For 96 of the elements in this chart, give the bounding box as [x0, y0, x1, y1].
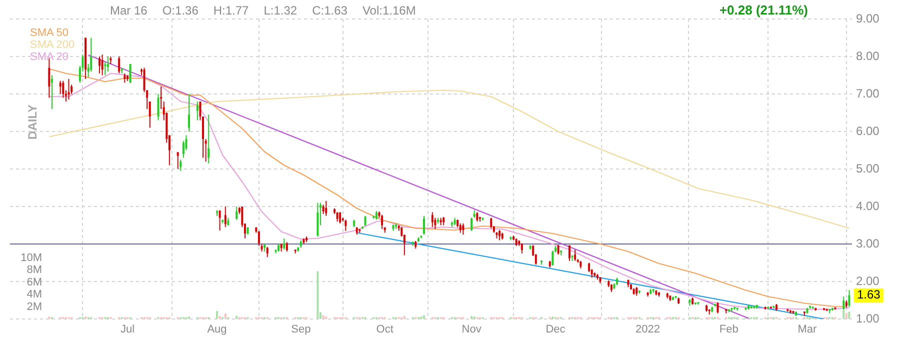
candlestick	[208, 114, 210, 164]
candlestick	[574, 249, 576, 262]
x-tick-label: Jul	[120, 324, 135, 336]
candlestick	[381, 214, 384, 230]
candlestick	[236, 206, 238, 220]
bar	[216, 311, 218, 319]
x-tick-label: Sep	[291, 324, 311, 336]
candlestick	[68, 78, 70, 100]
candlestick	[322, 204, 324, 214]
candlestick	[188, 94, 190, 132]
candlestick	[462, 222, 464, 236]
y2-tick-label: 2M	[26, 300, 42, 313]
candlestick	[50, 74, 53, 110]
candlestick	[344, 219, 347, 232]
annotation: DAILY	[25, 104, 40, 140]
candlestick	[336, 212, 338, 222]
bar	[218, 316, 221, 319]
candlestick	[557, 244, 560, 255]
candlestick	[157, 94, 160, 121]
bar	[423, 315, 426, 319]
candlestick	[124, 72, 126, 84]
x-tick-label: Aug	[207, 324, 227, 336]
bar	[848, 312, 850, 319]
candlestick	[104, 62, 106, 76]
candlestick	[339, 212, 342, 224]
text: H:1.77	[213, 3, 250, 18]
candlestick	[224, 206, 226, 228]
x-tick-label: Mar	[798, 324, 818, 336]
text: Vol:1.16M	[362, 3, 416, 18]
text: O:1.36	[162, 3, 199, 18]
text: +0.28 (21.11%)	[719, 2, 808, 18]
candlestick	[490, 217, 492, 229]
y-tick-label: 5.00	[856, 161, 880, 176]
candlestick	[202, 116, 204, 158]
y-tick-label: 8.00	[856, 48, 880, 63]
annotation: 1.63	[857, 288, 881, 302]
y-tick-label: 7.00	[856, 86, 880, 100]
candlestick	[62, 80, 64, 98]
bar	[316, 271, 319, 319]
candlestick	[106, 56, 109, 72]
text: C:1.63	[312, 3, 348, 18]
candlestick	[568, 244, 570, 262]
bar	[224, 313, 226, 319]
x-tick-label: Oct	[376, 324, 394, 336]
candlestick	[266, 246, 268, 258]
candlestick	[258, 230, 260, 246]
candlestick	[283, 238, 286, 250]
candlestick	[498, 230, 501, 241]
candlestick	[218, 210, 221, 231]
bar	[470, 316, 473, 319]
y-tick-label: 9.00	[856, 11, 880, 26]
text: L:1.32	[264, 3, 298, 18]
y-tick-label: 1.00	[856, 311, 880, 326]
candlestick	[476, 212, 478, 222]
bar	[236, 316, 238, 319]
y2-tick-label: 8M	[26, 264, 42, 276]
candlestick	[520, 242, 523, 254]
candlestick	[316, 202, 319, 237]
candlestick	[459, 222, 462, 234]
candlestick	[848, 290, 850, 308]
y2-tick-label: 10M	[20, 252, 42, 264]
text: SMA 20	[30, 51, 69, 64]
candlestick	[552, 250, 554, 266]
text: SMA 50	[30, 27, 69, 40]
y-tick-label: 6.00	[856, 124, 880, 138]
bar	[845, 312, 848, 319]
candlestick	[470, 217, 473, 232]
x-tick-label: Nov	[462, 324, 482, 336]
y2-tick-label: 6M	[26, 276, 42, 288]
candlestick	[204, 138, 207, 162]
candlestick	[176, 152, 179, 170]
candlestick	[325, 200, 328, 216]
candlestick	[101, 54, 104, 76]
text: Mar 16	[110, 3, 148, 18]
candlestick	[129, 64, 132, 84]
candlestick	[59, 80, 62, 94]
candlestick	[423, 215, 426, 236]
candlestick	[196, 101, 198, 121]
candlestick	[180, 159, 182, 172]
candlestick	[431, 212, 434, 228]
text: SMA 200	[30, 39, 75, 52]
candlestick	[716, 302, 719, 314]
x-tick-label: Dec	[546, 324, 566, 336]
y-tick-label: 2.00	[856, 274, 880, 288]
bar	[322, 315, 324, 319]
x-tick-label: Feb	[719, 324, 738, 336]
bar	[403, 316, 406, 319]
y2-tick-label: 4M	[26, 288, 42, 301]
candlestick	[364, 215, 366, 226]
y-tick-label: 4.00	[856, 198, 880, 213]
candlestick	[98, 56, 101, 74]
candlestick	[286, 242, 288, 252]
x-tick-label: 2022	[636, 324, 660, 336]
y-tick-label: 3.00	[856, 236, 880, 250]
candlestick	[118, 56, 120, 74]
candlestick	[148, 101, 151, 128]
